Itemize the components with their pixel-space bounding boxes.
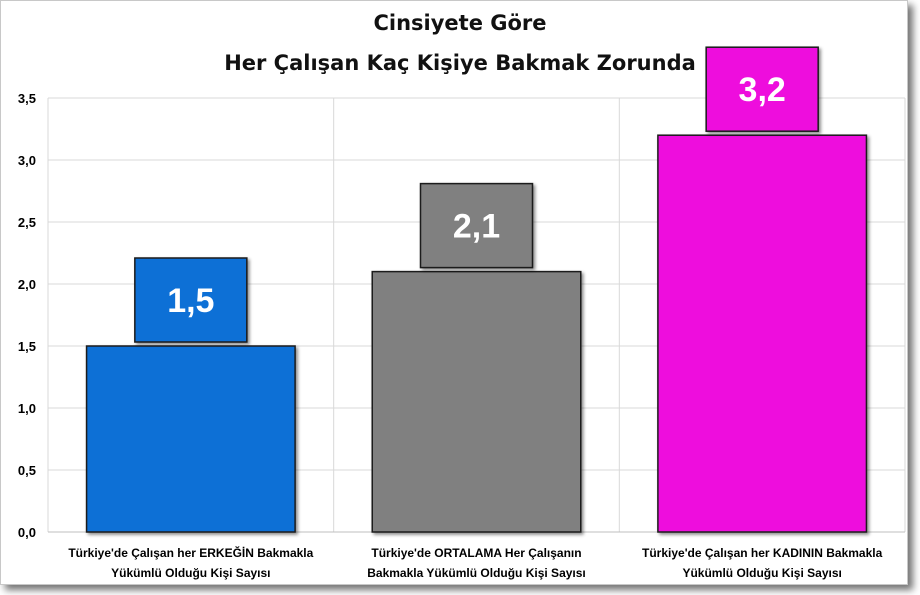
data-label: 3,2: [739, 71, 786, 109]
y-tick-label: 3,0: [18, 153, 36, 168]
y-tick-label: 3,5: [18, 91, 36, 106]
category-label: Yükümlü Olduğu Kişi Sayısı: [682, 566, 841, 580]
category-label: Bakmakla Yükümlü Olduğu Kişi Sayısı: [367, 566, 586, 580]
category-label: Yükümlü Olduğu Kişi Sayısı: [111, 566, 270, 580]
data-label: 1,5: [167, 282, 214, 320]
bar: [85, 345, 296, 533]
data-labels: 1,5 2,1 3,2: [134, 46, 819, 343]
y-tick-label: 2,5: [18, 215, 36, 230]
data-label: 2,1: [453, 208, 500, 246]
category-label: Türkiye'de ORTALAMA Her Çalışanın: [371, 546, 581, 560]
chart-title-line-2: Her Çalışan Kaç Kişiye Bakmak Zorunda: [224, 51, 696, 75]
y-tick-label: 1,0: [18, 401, 36, 416]
bar: [657, 134, 868, 533]
bars: [85, 134, 868, 533]
category-label: Türkiye'de Çalışan her ERKEĞİN Bakmakla: [68, 545, 313, 560]
data-label-box: [705, 46, 819, 132]
category-label: Türkiye'de Çalışan her KADININ Bakmakla: [642, 546, 883, 560]
y-tick-label: 0,5: [18, 463, 36, 478]
chart-title-line-1: Cinsiyete Göre: [373, 11, 546, 35]
y-axis-ticks: 0,0 0,5 1,0 1,5 2,0 2,5 3,0 3,5: [18, 91, 36, 540]
y-tick-label: 0,0: [18, 525, 36, 540]
data-label-box: [134, 257, 248, 343]
bar: [371, 270, 582, 533]
category-labels: Türkiye'de Çalışan her ERKEĞİN Bakmakla Y…: [68, 545, 882, 580]
data-label-box: [419, 182, 534, 269]
y-tick-label: 1,5: [18, 339, 36, 354]
y-tick-label: 2,0: [18, 277, 36, 292]
